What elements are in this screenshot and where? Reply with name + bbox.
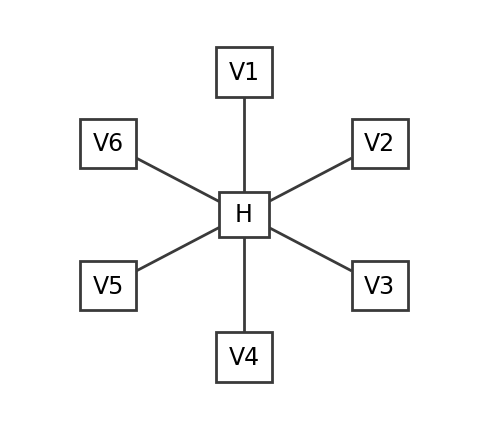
Text: V1: V1	[228, 61, 260, 85]
Text: V4: V4	[228, 345, 260, 369]
Bar	[80, 261, 136, 310]
Text: H: H	[235, 203, 253, 227]
Text: V6: V6	[93, 132, 124, 156]
Text: V2: V2	[364, 132, 395, 156]
Text: V5: V5	[93, 274, 124, 298]
Text: V3: V3	[364, 274, 395, 298]
Bar	[352, 261, 408, 310]
Bar	[352, 119, 408, 169]
Bar	[216, 332, 272, 382]
Bar	[216, 49, 272, 98]
Bar	[80, 119, 136, 169]
Bar	[219, 193, 269, 237]
